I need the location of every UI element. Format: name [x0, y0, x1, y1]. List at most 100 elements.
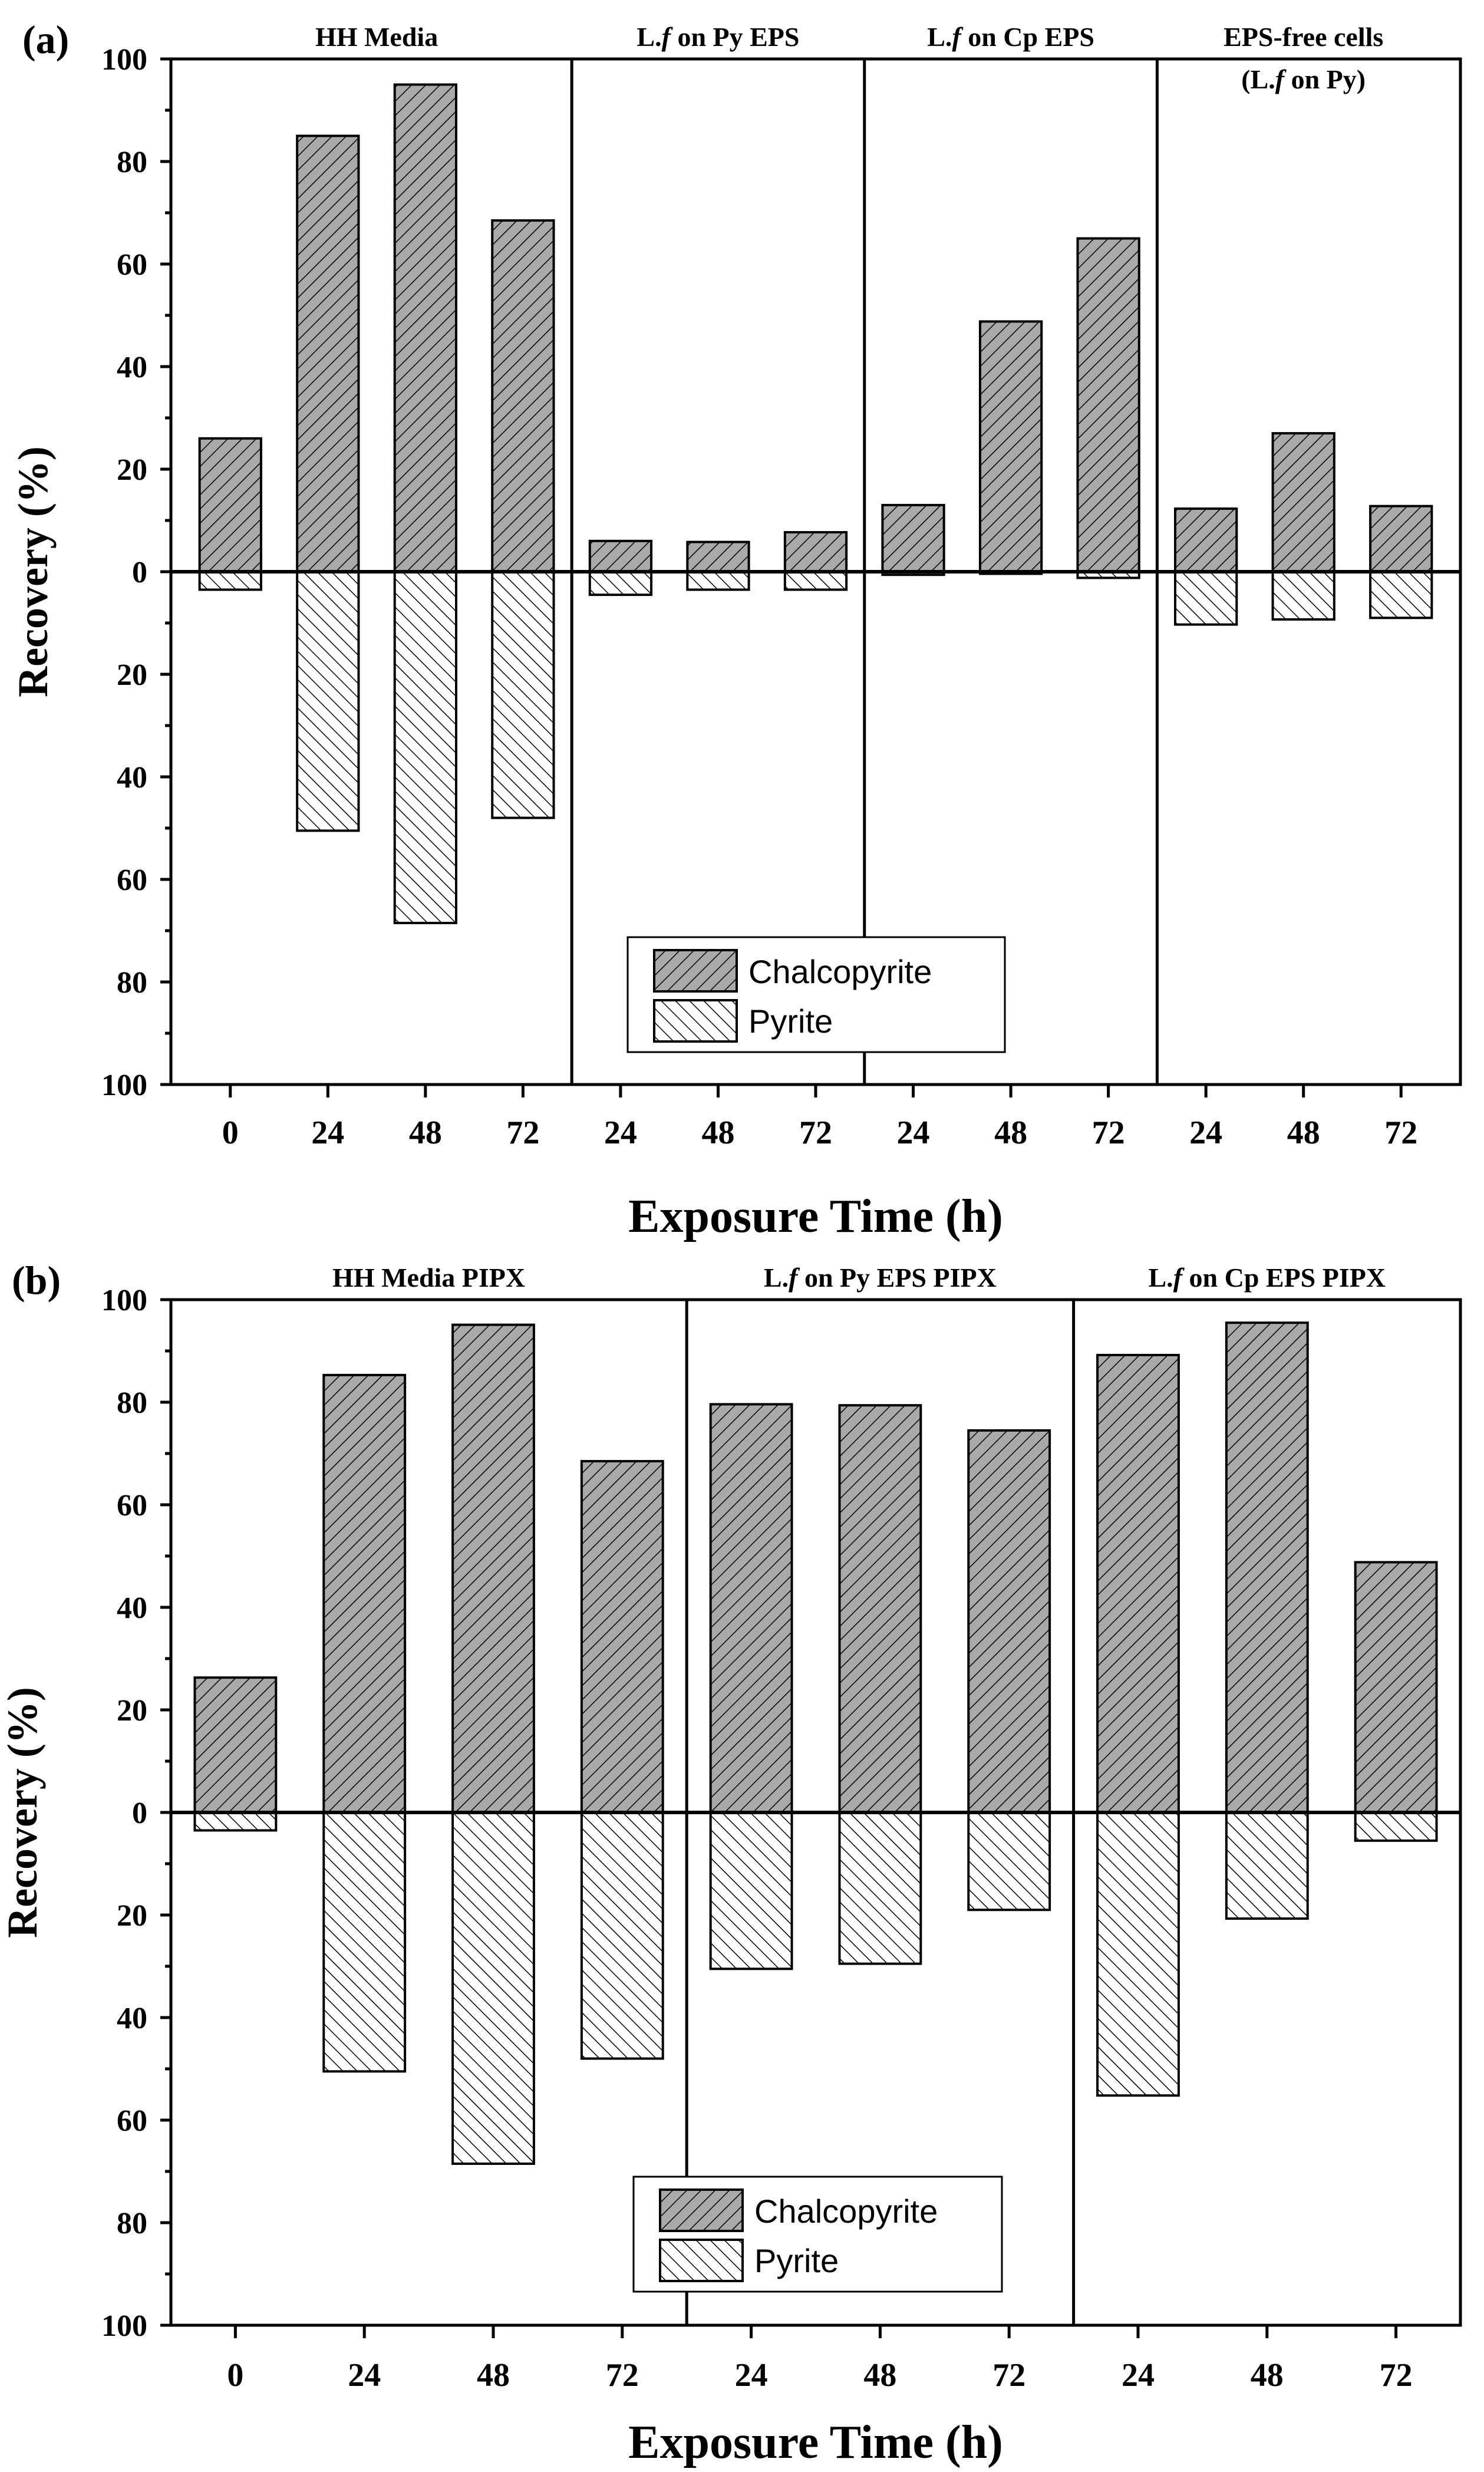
y-tick-label: 20 — [117, 1899, 147, 1933]
x-tick-label: 24 — [604, 1115, 637, 1151]
bar-pyrite — [198, 571, 262, 591]
y-tick-label: 60 — [117, 1489, 147, 1522]
bar-chalcopyrite — [783, 531, 848, 573]
y-tick-label: 100 — [101, 43, 147, 77]
bar-chalcopyrite — [198, 437, 262, 573]
y-tick-label: 40 — [117, 761, 147, 795]
y-tick-label: 60 — [117, 863, 147, 897]
bar-pyrite — [193, 1811, 278, 1832]
x-tick-label: 24 — [311, 1115, 344, 1151]
bar-pyrite — [296, 571, 360, 832]
bar-chalcopyrite — [1076, 237, 1140, 573]
y-tick-label: 80 — [117, 1386, 147, 1420]
x-tick-label: 48 — [994, 1115, 1027, 1151]
y-tick-label: 40 — [117, 1591, 147, 1625]
bar-pyrite — [491, 571, 555, 819]
y-tick-label: 100 — [101, 1284, 147, 1317]
bar-pyrite — [322, 1811, 407, 2073]
group-title: HH Media — [315, 22, 438, 52]
legend: Chalcopyrite Pyrite — [632, 2176, 1003, 2293]
group-subtitle: (L.f on Py) — [1241, 64, 1366, 94]
bar-chalcopyrite — [1271, 432, 1335, 573]
x-axis-title: Exposure Time (h) — [628, 1191, 1003, 1242]
y-axis-title: Recovery (%) — [9, 446, 57, 697]
y-tick-label: 0 — [132, 556, 147, 589]
bar-pyrite — [1174, 571, 1238, 626]
x-tick-label: 48 — [1251, 2357, 1284, 2394]
legend-swatch-chalcopyrite — [653, 949, 738, 993]
y-tick-label: 20 — [117, 1694, 147, 1728]
bar-chalcopyrite — [1369, 505, 1433, 573]
bar-chalcopyrite — [1225, 1321, 1309, 1814]
x-tick-label: 72 — [1384, 1115, 1417, 1151]
bar-chalcopyrite — [193, 1676, 278, 1814]
x-tick-label: 24 — [1189, 1115, 1222, 1151]
bar-chalcopyrite — [580, 1460, 664, 1814]
plot-frame — [169, 57, 1462, 1086]
x-tick-label: 72 — [606, 2357, 639, 2394]
x-tick-label: 48 — [863, 2357, 896, 2394]
x-tick-label: 48 — [477, 2357, 510, 2394]
legend-swatch-chalcopyrite — [659, 2188, 744, 2232]
bar-pyrite — [451, 1811, 535, 2165]
bar-chalcopyrite — [451, 1323, 535, 1814]
y-axis-title: Recovery (%) — [0, 1687, 46, 1938]
x-tick-label: 0 — [227, 2357, 243, 2394]
x-tick-label: 24 — [897, 1115, 930, 1151]
bar-chalcopyrite — [686, 540, 750, 573]
bar-chalcopyrite — [838, 1404, 922, 1814]
legend-label-pyrite: Pyrite — [754, 2242, 839, 2279]
group-title: L.f on Py EPS — [637, 22, 799, 52]
legend-label-pyrite: Pyrite — [748, 1003, 833, 1040]
bar-chalcopyrite — [1174, 507, 1238, 573]
bar-pyrite — [967, 1811, 1051, 1911]
legend-label-chalcopyrite: Chalcopyrite — [754, 2193, 938, 2230]
bar-pyrite — [686, 571, 750, 591]
x-tick-label: 72 — [1380, 2357, 1413, 2394]
bar-pyrite — [838, 1811, 922, 1965]
bar-chalcopyrite — [322, 1373, 407, 1814]
x-tick-label: 48 — [701, 1115, 734, 1151]
x-tick-label: 72 — [506, 1115, 539, 1151]
bar-pyrite — [1271, 571, 1335, 621]
legend-swatch-pyrite — [653, 999, 738, 1043]
x-tick-label: 0 — [222, 1115, 239, 1151]
bar-chalcopyrite — [967, 1429, 1051, 1814]
bar-pyrite — [588, 571, 653, 596]
x-tick-label: 72 — [992, 2357, 1025, 2394]
bar-chalcopyrite — [1096, 1353, 1180, 1814]
bar-pyrite — [580, 1811, 664, 2060]
bar-chalcopyrite — [978, 320, 1043, 573]
x-tick-label: 48 — [1287, 1115, 1320, 1151]
legend: Chalcopyrite Pyrite — [626, 936, 1006, 1053]
y-tick-label: 20 — [117, 453, 147, 487]
y-tick-label: 80 — [117, 966, 147, 1000]
bar-chalcopyrite — [709, 1403, 793, 1814]
bar-chalcopyrite — [588, 539, 653, 573]
panel-b-chart: 100 80 60 40 20 0 20 40 60 80 100 0 24 48 72 HH Media P… — [0, 1258, 1462, 2468]
x-tick-label: 24 — [735, 2357, 768, 2394]
bar-chalcopyrite — [393, 83, 457, 573]
y-tick-label: 20 — [117, 658, 147, 692]
x-tick-label: 72 — [799, 1115, 832, 1151]
bar-pyrite — [1354, 1811, 1438, 1842]
panel-label: (a) — [22, 17, 69, 62]
bar-chalcopyrite — [1354, 1561, 1438, 1814]
x-tick-label: 24 — [348, 2357, 381, 2394]
bar-pyrite — [1225, 1811, 1309, 1920]
legend-label-chalcopyrite: Chalcopyrite — [748, 953, 932, 990]
y-tick-label: 60 — [117, 248, 147, 282]
bar-pyrite — [1369, 571, 1433, 619]
x-tick-label: 72 — [1092, 1115, 1125, 1151]
bar-chalcopyrite — [491, 219, 555, 573]
group-title: HH Media PIPX — [332, 1263, 525, 1293]
y-tick-label: 100 — [101, 1069, 147, 1102]
plot-frame — [169, 1298, 1462, 2327]
x-tick-label: 48 — [409, 1115, 442, 1151]
bar-chalcopyrite — [881, 503, 945, 573]
bar-pyrite — [1096, 1811, 1180, 2097]
y-tick-label: 80 — [117, 2207, 147, 2240]
group-title: L.f on Py EPS PIPX — [764, 1263, 997, 1293]
group-title: L.f on Cp EPS — [927, 22, 1094, 52]
bar-pyrite — [783, 571, 848, 591]
